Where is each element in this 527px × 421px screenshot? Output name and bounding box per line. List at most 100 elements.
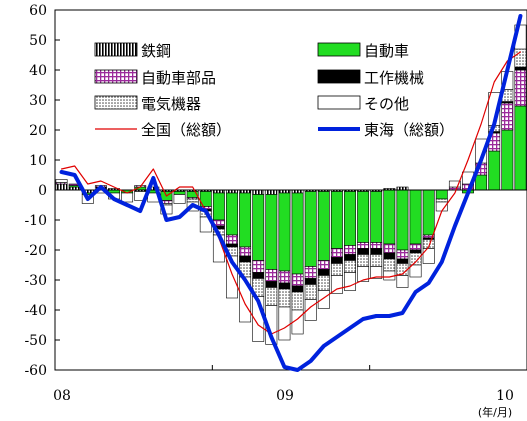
legend-swatch [94, 69, 138, 84]
bar-segment [173, 194, 186, 204]
y-tick-label: -30 [24, 273, 47, 289]
bar-segment [304, 278, 317, 285]
bar-segment [409, 243, 422, 251]
bar-segment [252, 194, 265, 261]
bar-segment [330, 257, 343, 264]
bars-layer [55, 24, 527, 345]
bar-segment [344, 191, 356, 246]
y-tick-label: -20 [24, 243, 47, 259]
bar-segment [291, 273, 304, 287]
bar-segment [317, 290, 330, 309]
bar-segment [291, 309, 304, 335]
x-unit-label: (年/月) [478, 405, 512, 419]
bar-segment [226, 243, 238, 248]
legend-swatch [317, 69, 361, 84]
legend-label: 自動車 [364, 42, 409, 60]
bar-segment [291, 285, 304, 293]
bar-segment [344, 254, 356, 261]
legend-swatch [317, 95, 361, 110]
bar-segment [317, 191, 330, 261]
y-tick-label: -40 [24, 303, 47, 319]
bar-segment [501, 129, 514, 191]
bar-segment [265, 287, 278, 306]
bar-segment [330, 191, 343, 249]
bar-segment [514, 105, 527, 191]
y-tick-label: 0 [38, 183, 47, 199]
bar-segment [330, 248, 343, 258]
bar-segment [357, 266, 370, 282]
legend-swatch [94, 95, 138, 110]
y-tick-label: 60 [29, 3, 47, 19]
bar-segment [409, 264, 422, 278]
bar-segment [304, 266, 317, 279]
bar-segment [370, 242, 383, 249]
lines-layer [59, 14, 523, 372]
bar-segment [409, 189, 422, 245]
bar-segment [278, 288, 291, 308]
bar-segment [239, 192, 252, 248]
x-tick-label: 08 [53, 388, 71, 404]
bar-segment [317, 269, 330, 276]
bar-segment [357, 242, 370, 249]
y-tick-label: 30 [29, 93, 47, 109]
bar-segment [435, 189, 448, 200]
bar-segment [265, 189, 278, 195]
legend-swatch [94, 42, 138, 57]
bar-segment [357, 248, 370, 255]
bar-segment [252, 260, 265, 273]
bar-segment [226, 255, 238, 299]
bar-segment [173, 191, 186, 195]
y-tick-label: 40 [29, 63, 47, 79]
bar-segment [291, 192, 304, 275]
bar-segment [396, 275, 409, 288]
bar-segment [501, 102, 514, 131]
bar-segment [514, 66, 527, 71]
bar-segment [252, 189, 265, 195]
legend-label: 自動車部品 [141, 69, 216, 87]
y-tick-label: -10 [24, 213, 47, 229]
bar-segment [330, 275, 343, 294]
legend-label: その他 [364, 95, 409, 113]
bar-segment [265, 269, 278, 282]
legend-label: 工作機械 [364, 69, 424, 87]
bar-segment [226, 192, 238, 236]
bar-segment [448, 180, 461, 188]
bar-segment [317, 275, 330, 291]
bar-segment [370, 191, 383, 243]
bar-segment [265, 194, 278, 270]
bar-segment [383, 252, 396, 260]
bar-segment [344, 245, 356, 255]
bar-segment [278, 192, 291, 272]
bar-segment [383, 258, 396, 272]
bar-segment [383, 189, 396, 245]
bar-segment [265, 281, 278, 288]
legend-swatch [317, 42, 361, 57]
bar-segment [121, 192, 134, 203]
bar-segment [383, 243, 396, 254]
y-tick-label: 20 [29, 123, 47, 139]
bar-segment [252, 272, 265, 279]
bar-segment [330, 263, 343, 276]
legend-label: 鉄鋼 [141, 42, 171, 60]
bar-segment [488, 150, 501, 191]
bar-segment [278, 306, 291, 341]
bar-segment [435, 198, 448, 203]
bar-segment [396, 258, 409, 264]
y-tick-label: 50 [29, 33, 47, 49]
bar-segment [357, 191, 370, 243]
legend-label: 電気機器 [141, 95, 201, 113]
bar-segment [370, 266, 383, 279]
y-tick-label: -60 [24, 363, 47, 379]
bar-segment [475, 174, 488, 191]
bar-segment [409, 252, 422, 266]
bar-segment [370, 248, 383, 255]
legend-label: 全国（総額） [141, 121, 231, 139]
x-tick-label: 10 [496, 388, 514, 404]
series-line [60, 51, 522, 335]
bar-segment [396, 249, 409, 260]
bar-segment [304, 299, 317, 321]
bar-segment [422, 248, 435, 264]
